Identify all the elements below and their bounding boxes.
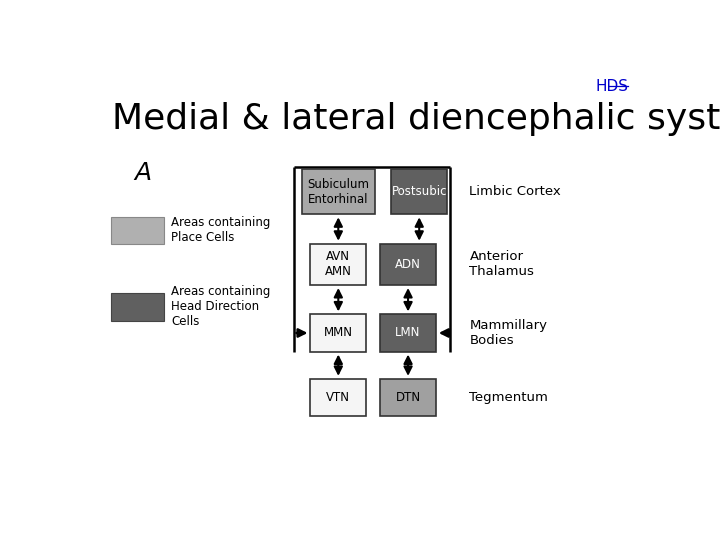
Text: Tegmentum: Tegmentum bbox=[469, 391, 549, 404]
Text: Subiculum
Entorhinal: Subiculum Entorhinal bbox=[307, 178, 369, 206]
Text: LMN: LMN bbox=[395, 327, 420, 340]
Text: VTN: VTN bbox=[326, 391, 351, 404]
Text: ADN: ADN bbox=[395, 258, 421, 271]
Text: Medial & lateral diencephalic systems: Medial & lateral diencephalic systems bbox=[112, 102, 720, 136]
FancyBboxPatch shape bbox=[310, 314, 366, 352]
Text: A: A bbox=[135, 161, 152, 185]
FancyBboxPatch shape bbox=[380, 244, 436, 285]
Text: HDS: HDS bbox=[595, 79, 629, 94]
FancyBboxPatch shape bbox=[310, 379, 366, 416]
FancyBboxPatch shape bbox=[111, 217, 164, 244]
Text: AVN
AMN: AVN AMN bbox=[325, 251, 352, 279]
FancyBboxPatch shape bbox=[302, 169, 374, 214]
Text: Mammillary
Bodies: Mammillary Bodies bbox=[469, 319, 547, 347]
FancyBboxPatch shape bbox=[380, 379, 436, 416]
Text: Areas containing
Head Direction
Cells: Areas containing Head Direction Cells bbox=[171, 285, 270, 328]
Text: Postsubic: Postsubic bbox=[392, 185, 447, 198]
FancyBboxPatch shape bbox=[392, 169, 447, 214]
Text: DTN: DTN bbox=[395, 391, 420, 404]
Text: Limbic Cortex: Limbic Cortex bbox=[469, 185, 561, 198]
FancyBboxPatch shape bbox=[380, 314, 436, 352]
FancyBboxPatch shape bbox=[111, 294, 164, 321]
Text: MMN: MMN bbox=[324, 327, 353, 340]
FancyBboxPatch shape bbox=[310, 244, 366, 285]
Text: Areas containing
Place Cells: Areas containing Place Cells bbox=[171, 216, 270, 244]
Text: Anterior
Thalamus: Anterior Thalamus bbox=[469, 251, 534, 279]
